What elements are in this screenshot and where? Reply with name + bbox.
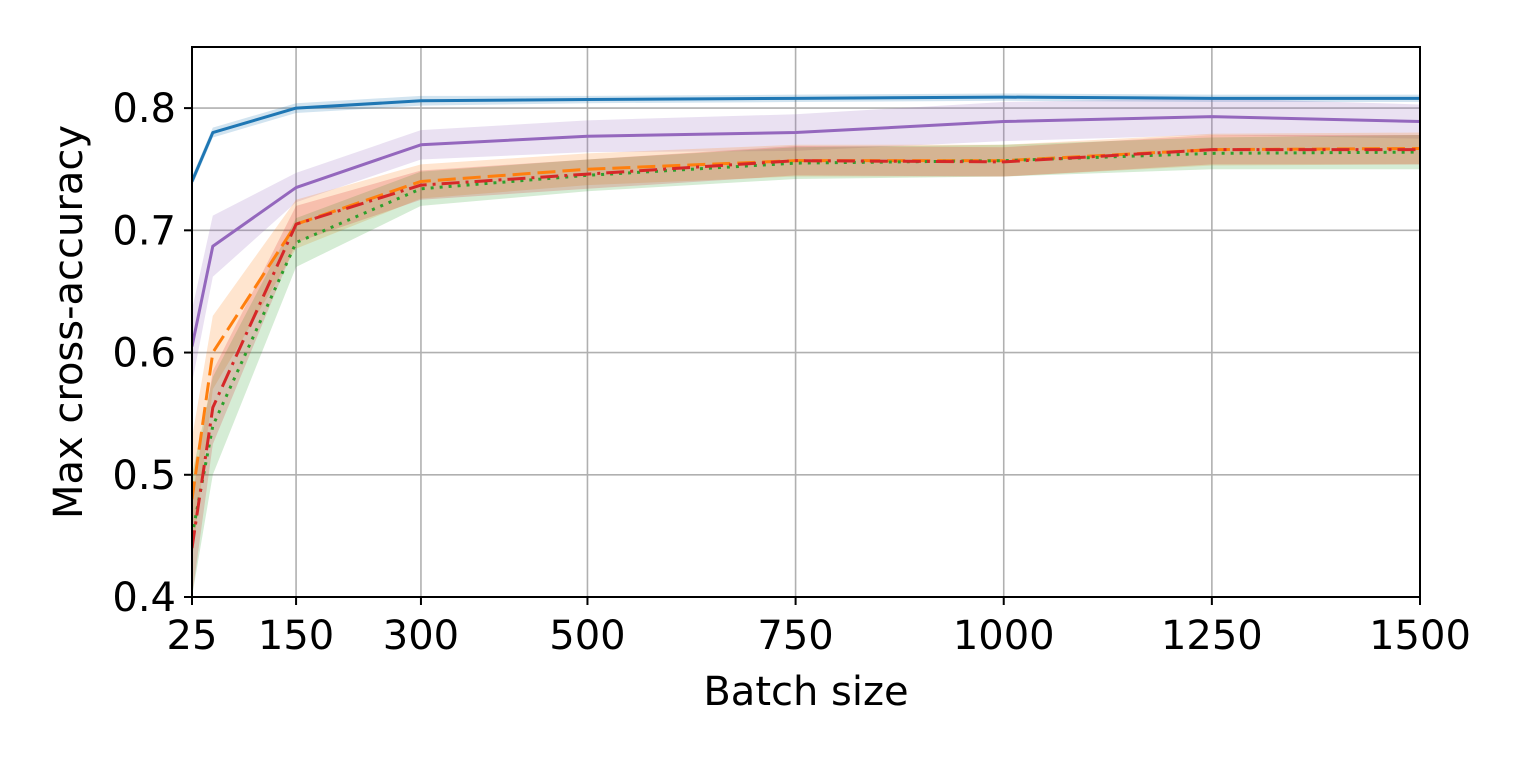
- y-tick-label: 0.4: [112, 575, 176, 621]
- series-1-line: [192, 95, 1420, 183]
- y-axis-ticks: 0.4 0.5 0.6 0.7 0.8: [112, 86, 192, 621]
- y-axis-label: Max cross-accuracy: [46, 125, 92, 519]
- series-4-line: [192, 150, 1420, 537]
- y-tick-label: 0.7: [112, 208, 176, 254]
- series-lines: [192, 95, 1420, 549]
- x-tick-label: 300: [383, 613, 459, 659]
- x-tick-label: 500: [549, 613, 625, 659]
- y-tick-label: 0.6: [112, 331, 176, 377]
- series-1-band: [192, 93, 1420, 187]
- y-tick-label: 0.8: [112, 86, 176, 132]
- x-tick-label: 1000: [953, 613, 1055, 659]
- x-axis-ticks: 25 150 300 500 750 1000 1250 1500: [167, 597, 1471, 659]
- x-tick-label: 150: [258, 613, 334, 659]
- x-tick-label: 25: [167, 613, 218, 659]
- x-tick-label: 1500: [1369, 613, 1471, 659]
- x-tick-label: 750: [757, 613, 833, 659]
- y-tick-label: 0.5: [112, 453, 176, 499]
- series-2-line: [192, 115, 1420, 347]
- x-axis-label: Batch size: [703, 669, 908, 715]
- x-tick-label: 1250: [1161, 613, 1263, 659]
- plot-frame: [191, 46, 1421, 598]
- series-5-band: [192, 135, 1420, 597]
- series-5-line: [192, 148, 1420, 549]
- series-2-band: [192, 98, 1420, 384]
- confidence-bands: [192, 93, 1420, 597]
